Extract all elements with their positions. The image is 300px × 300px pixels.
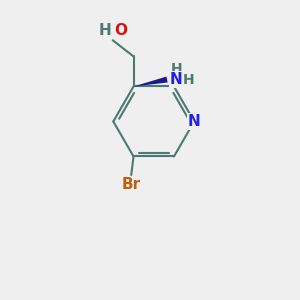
Polygon shape — [134, 76, 168, 86]
Text: N: N — [170, 72, 183, 87]
Text: H: H — [170, 62, 182, 76]
Text: H: H — [183, 73, 195, 86]
Text: Br: Br — [122, 177, 141, 192]
Text: H: H — [99, 23, 112, 38]
Text: N: N — [188, 114, 201, 129]
Text: O: O — [114, 23, 127, 38]
